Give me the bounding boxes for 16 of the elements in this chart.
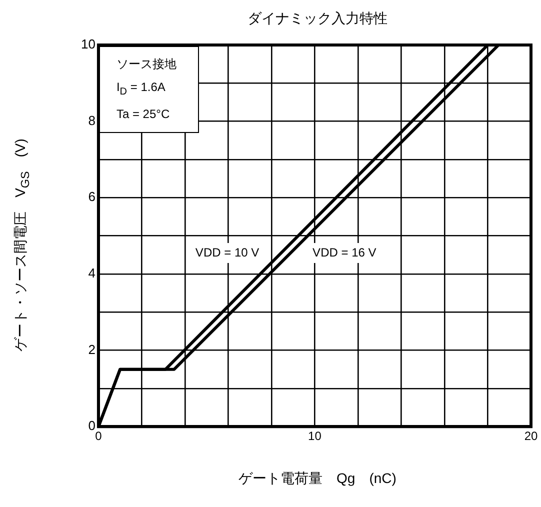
note-box: ソース接地 I$_{D}$ = 1.6A Ta = 25°C xyxy=(99,46,200,134)
annotation: Ta = 25°C xyxy=(116,106,171,124)
y-tick-label: 10 xyxy=(80,36,96,52)
y-tick-label: 2 xyxy=(88,342,96,357)
x-tick-label: 10 xyxy=(308,429,322,444)
y-tick-label: 0 xyxy=(88,418,96,434)
y-tick-label: 6 xyxy=(88,189,96,204)
series-label: VDD = 10 V xyxy=(195,245,260,260)
series-label: VDD = 16 V xyxy=(312,245,376,260)
x-axis-title: ゲート電荷量 Qg (nC) xyxy=(238,470,398,488)
chart-title: ダイナミック入力特性 xyxy=(246,10,388,28)
annotation: I$_{D}$ = 1.6A xyxy=(116,79,166,100)
y-tick-label: 8 xyxy=(88,112,96,128)
y-tick-label: 4 xyxy=(88,266,96,281)
annotation: ソース接地 xyxy=(116,56,176,73)
x-tick-label: 20 xyxy=(524,429,538,444)
